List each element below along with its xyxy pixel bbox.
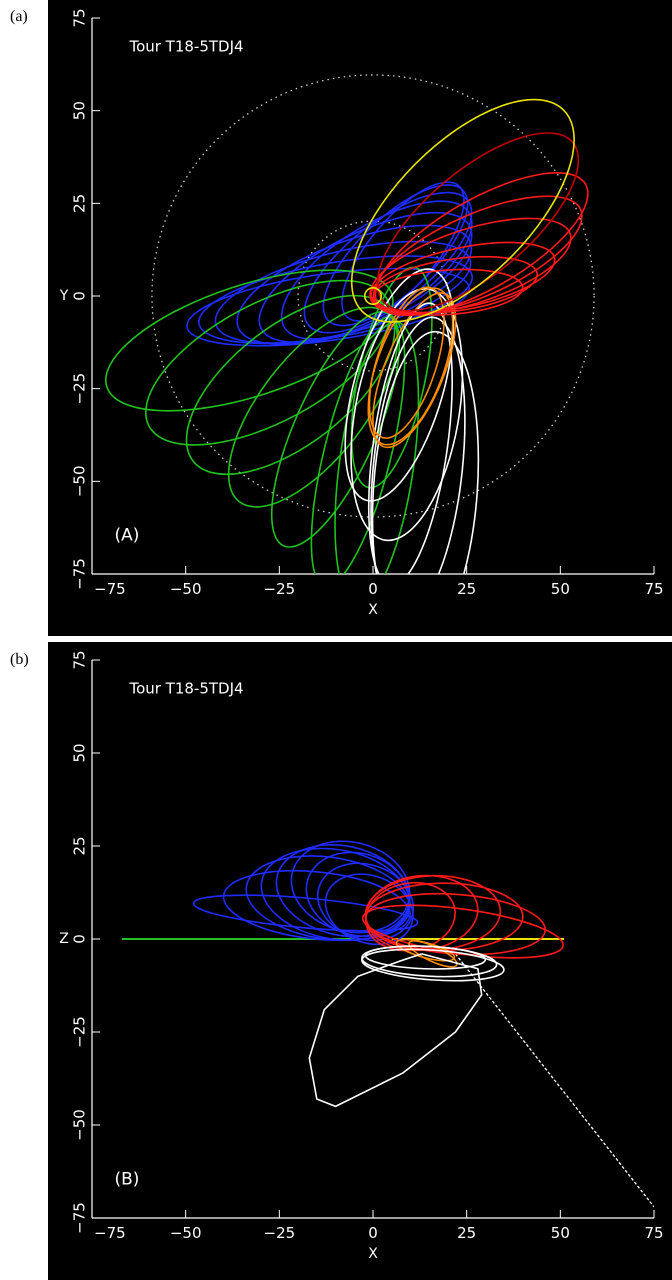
white-orbit xyxy=(367,302,453,574)
white-trajectory xyxy=(308,953,483,1108)
x-tick-label: −25 xyxy=(264,580,296,598)
x-tick-label: −50 xyxy=(170,1224,202,1242)
red-orbit xyxy=(372,268,524,316)
green-orbit xyxy=(144,279,392,446)
plot-area xyxy=(121,840,654,1208)
y-axis-label: Y xyxy=(59,288,69,304)
orange-orbit xyxy=(367,287,454,446)
red-orbit xyxy=(370,241,556,314)
y-tick-label: 50 xyxy=(71,743,89,762)
orange-orbit xyxy=(372,292,457,449)
y-tick-label: −75 xyxy=(71,558,89,590)
panel-a-letter: (a) xyxy=(10,8,28,25)
x-tick-label: −50 xyxy=(170,580,202,598)
red-orbit xyxy=(369,217,572,316)
y-tick-label: −25 xyxy=(71,1016,89,1048)
x-tick-label: 75 xyxy=(644,580,663,598)
yellow-orbit xyxy=(363,287,383,305)
blue-orbit xyxy=(316,862,415,942)
white-orbit xyxy=(361,945,498,978)
y-tick-label: −75 xyxy=(71,1202,89,1234)
darkred-orbit xyxy=(376,132,580,312)
white-orbit xyxy=(370,316,466,574)
y-tick-label: 50 xyxy=(71,101,89,120)
x-tick-label: −75 xyxy=(94,1224,126,1242)
white-orbit xyxy=(344,268,455,502)
x-axis-label: X xyxy=(368,1246,378,1262)
x-tick-label: 50 xyxy=(551,1224,570,1242)
chart-title: Tour T18-5TDJ4 xyxy=(128,37,243,55)
y-tick-label: 75 xyxy=(71,650,89,669)
chart-title: Tour T18-5TDJ4 xyxy=(128,679,243,697)
x-tick-label: −75 xyxy=(94,580,126,598)
panel-a-chart: −75 −50 −50 −25 −25 0 0 25 25 50 50 75 75 −75 X Y Tour T… xyxy=(59,8,664,618)
green-orbit xyxy=(310,316,406,574)
y-tick-label: 75 xyxy=(71,8,89,27)
y-tick-label: −50 xyxy=(71,466,89,498)
panel-label: (A) xyxy=(114,526,139,546)
y-tick-label: 25 xyxy=(71,836,89,855)
panel-b-plot: −75 −50 −50 −25 −25 0 0 25 25 50 50 75 75 −75 X Z Tour T… xyxy=(48,642,672,1280)
x-tick-label: 75 xyxy=(644,1224,663,1242)
panel-a-plot: −75 −50 −50 −25 −25 0 0 25 25 50 50 75 75 −75 X Y Tour T… xyxy=(48,0,672,636)
x-tick-label: 0 xyxy=(368,580,378,598)
y-axis-label: Z xyxy=(59,931,69,947)
x-tick-label: 25 xyxy=(457,1224,476,1242)
y-tick-label: −50 xyxy=(71,1109,89,1141)
panel-b-chart: −75 −50 −50 −25 −25 0 0 25 25 50 50 75 75 −75 X Z Tour T… xyxy=(59,650,663,1262)
white-orbit xyxy=(361,948,505,982)
y-tick-label: 0 xyxy=(71,291,89,301)
y-tick-label: 25 xyxy=(71,194,89,213)
x-tick-label: 50 xyxy=(551,580,570,598)
x-tick-label: 0 xyxy=(368,1224,378,1242)
panel-b-letter: (b) xyxy=(10,651,29,668)
panel-label: (B) xyxy=(114,1170,139,1190)
white-orbit xyxy=(371,330,480,574)
diagonal-trajectory xyxy=(454,953,654,1208)
x-tick-label: 25 xyxy=(457,580,476,598)
red-orbit xyxy=(373,195,583,315)
blue-orbit xyxy=(324,873,414,946)
blue-orbit xyxy=(245,855,411,941)
x-axis-label: X xyxy=(368,602,378,618)
x-tick-label: −25 xyxy=(264,1224,296,1242)
blue-orbit xyxy=(341,181,465,322)
y-tick-label: −25 xyxy=(71,373,89,405)
y-tick-label: 0 xyxy=(71,934,89,944)
plot-area xyxy=(104,74,595,574)
yellow-orbit xyxy=(350,98,575,323)
blue-orbit xyxy=(222,870,411,942)
